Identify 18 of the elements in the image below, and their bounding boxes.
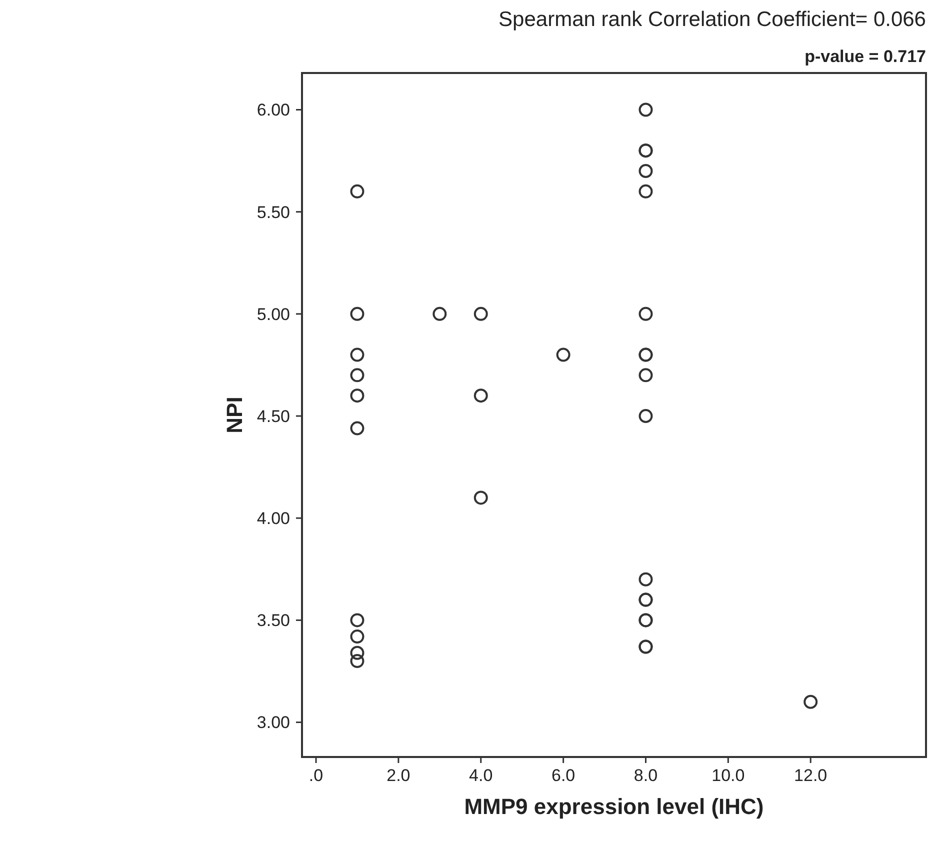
y-axis-title: NPI [222, 396, 247, 434]
x-tick-label: 4.0 [469, 766, 493, 785]
x-tick-label: 10.0 [712, 766, 745, 785]
x-tick-label: 2.0 [386, 766, 410, 785]
y-tick-label: 5.00 [256, 304, 290, 324]
y-tick-label: 4.50 [256, 406, 290, 426]
x-tick-label: 6.0 [551, 766, 576, 785]
y-tick-label: 3.00 [256, 713, 290, 732]
y-tick-label: 6.00 [256, 100, 290, 120]
y-tick-label: 3.50 [256, 611, 290, 630]
x-tick-label: 8.0 [634, 766, 658, 785]
chart-title: Spearman rank Correlation Coefficient= 0.066 [498, 8, 926, 31]
x-axis-title: MMP9 expression level (IHC) [464, 794, 764, 819]
y-tick-label: 5.50 [256, 202, 290, 222]
y-tick-label: 4.00 [256, 509, 290, 528]
x-tick-label: 12.0 [794, 766, 828, 785]
x-tick-label: .0 [308, 766, 324, 785]
chart-subtitle: p-value = 0.717 [804, 47, 926, 66]
